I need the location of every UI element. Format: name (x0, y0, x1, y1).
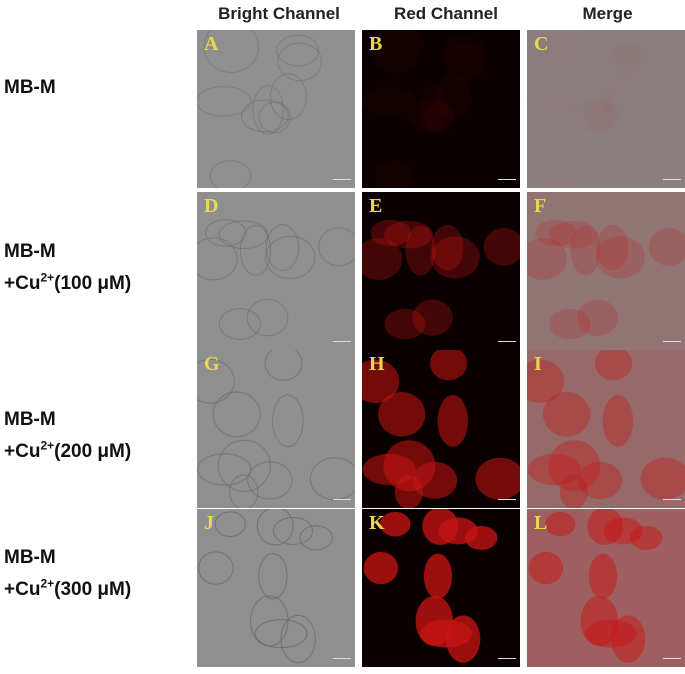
scale-bar (663, 179, 681, 184)
panel-letter: J (204, 512, 214, 534)
row-label-conc: (200 μM) (54, 441, 132, 462)
scale-bar (498, 499, 516, 504)
panel-e-red: E (362, 192, 520, 350)
scale-bar (333, 658, 351, 663)
panel-a-bright: A (197, 30, 355, 188)
scale-bar (498, 341, 516, 346)
panel-g-bright: G (197, 350, 355, 508)
row-label-main: MB-M (4, 241, 56, 262)
panel-l-merge: L (527, 509, 685, 667)
row-label-2: MB-M +Cu2+(100 μM) (4, 236, 131, 300)
panel-j-bright: J (197, 509, 355, 667)
scale-bar (333, 341, 351, 346)
row-label-main: MB-M (4, 409, 56, 430)
row-label-main: MB-M (4, 77, 56, 98)
panel-b-red: B (362, 30, 520, 188)
column-header-merge: Merge (582, 4, 633, 23)
panel-d-bright: D (197, 192, 355, 350)
panel-i-merge: I (527, 350, 685, 508)
column-header-bright: Bright Channel (218, 4, 340, 23)
row-label-1: MB-M (4, 72, 56, 104)
panel-h-red: H (362, 350, 520, 508)
panel-f-merge: F (527, 192, 685, 350)
row-label-ion: +Cu (4, 273, 41, 294)
row-label-ion: +Cu (4, 579, 41, 600)
panel-letter: L (534, 512, 548, 534)
scale-bar (663, 341, 681, 346)
row-label-charge: 2+ (40, 438, 55, 453)
scale-bar (333, 179, 351, 184)
panel-letter: H (369, 353, 385, 375)
panel-letter: F (534, 195, 547, 217)
panel-letter: K (369, 512, 385, 534)
scale-bar (663, 658, 681, 663)
panel-letter: I (534, 353, 542, 375)
panel-k-red: K (362, 509, 520, 667)
panel-letter: D (204, 195, 219, 217)
panel-letter: A (204, 33, 219, 55)
scale-bar (333, 499, 351, 504)
row-label-charge: 2+ (40, 270, 55, 285)
row-label-4: MB-M +Cu2+(300 μM) (4, 542, 131, 606)
panel-letter: E (369, 195, 383, 217)
row-label-conc: (300 μM) (54, 579, 132, 600)
panel-letter: G (204, 353, 220, 375)
scale-bar (498, 658, 516, 663)
panel-c-merge: C (527, 30, 685, 188)
panel-letter: B (369, 33, 383, 55)
row-label-ion: +Cu (4, 441, 41, 462)
panel-letter: C (534, 33, 549, 55)
scale-bar (663, 499, 681, 504)
row-label-conc: (100 μM) (54, 273, 132, 294)
row-label-main: MB-M (4, 547, 56, 568)
row-label-3: MB-M +Cu2+(200 μM) (4, 404, 131, 468)
column-header-red: Red Channel (394, 4, 498, 23)
row-label-charge: 2+ (40, 576, 55, 591)
scale-bar (498, 179, 516, 184)
